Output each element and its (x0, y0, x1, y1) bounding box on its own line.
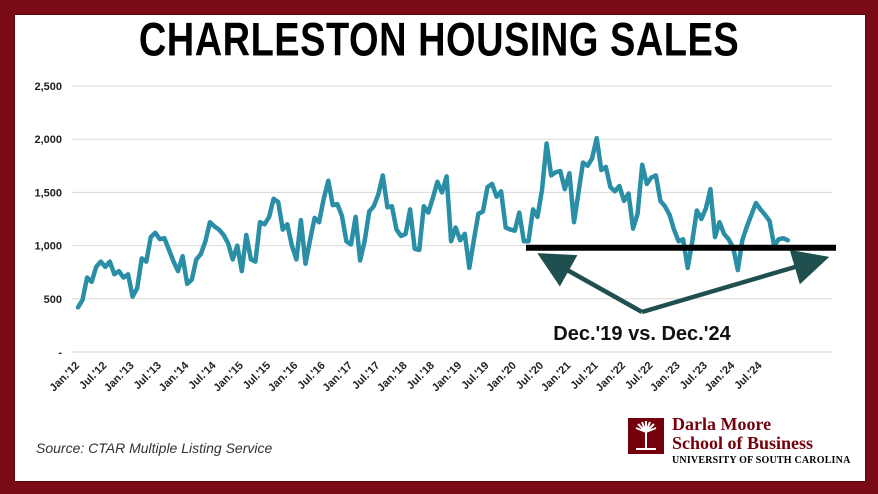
school-logo: Darla Moore School of Business UNIVERSIT… (628, 414, 853, 466)
x-tick-label: Jan.'15 (211, 360, 246, 395)
x-tick-label: Jan.'14 (157, 359, 192, 394)
x-tick-label: Jan.'17 (321, 360, 356, 395)
x-tick-label: Jan.'24 (703, 359, 738, 394)
palmetto-logo-icon (628, 418, 664, 454)
source-note: Source: CTAR Multiple Listing Service (36, 440, 273, 456)
plot-group (75, 135, 791, 310)
x-tick-label: Jan.'22 (594, 360, 629, 395)
annotation-group: Dec.'19 vs. Dec.'24 (526, 244, 836, 345)
y-tick-label: - (58, 347, 62, 359)
axes-group: -5001,0001,5002,0002,500Jan.'12Jul.'12Ja… (34, 81, 832, 394)
logo-line-1: Darla Moore (672, 414, 772, 434)
annotation-label: Dec.'19 vs. Dec.'24 (553, 323, 731, 345)
chart-title: CHARLESTON HOUSING SALES (138, 14, 740, 67)
series-line-home-sales (75, 135, 791, 310)
logo-line-3: UNIVERSITY OF SOUTH CAROLINA (672, 455, 851, 466)
x-tick-label: Jan.'16 (266, 360, 301, 395)
logo-line-2: School of Business (672, 433, 814, 453)
x-tick-label: Jan.'13 (102, 360, 137, 395)
y-tick-label: 1,000 (34, 241, 62, 253)
y-tick-label: 2,500 (34, 81, 62, 93)
x-tick-label: Jan.'19 (430, 360, 465, 395)
arrow-right (641, 249, 830, 315)
x-tick-label: Jan.'23 (648, 360, 683, 395)
x-tick-label: Jan.'12 (48, 360, 83, 395)
x-tick-label: Jul.'24 (732, 359, 765, 392)
y-tick-label: 1,500 (34, 187, 62, 199)
x-tick-label: Jan.'20 (484, 360, 519, 395)
x-tick-label: Jan.'21 (539, 360, 574, 395)
y-tick-label: 500 (44, 294, 62, 306)
y-tick-label: 2,000 (34, 134, 62, 146)
x-tick-label: Jan.'18 (375, 360, 410, 395)
arrow-left (537, 253, 644, 314)
